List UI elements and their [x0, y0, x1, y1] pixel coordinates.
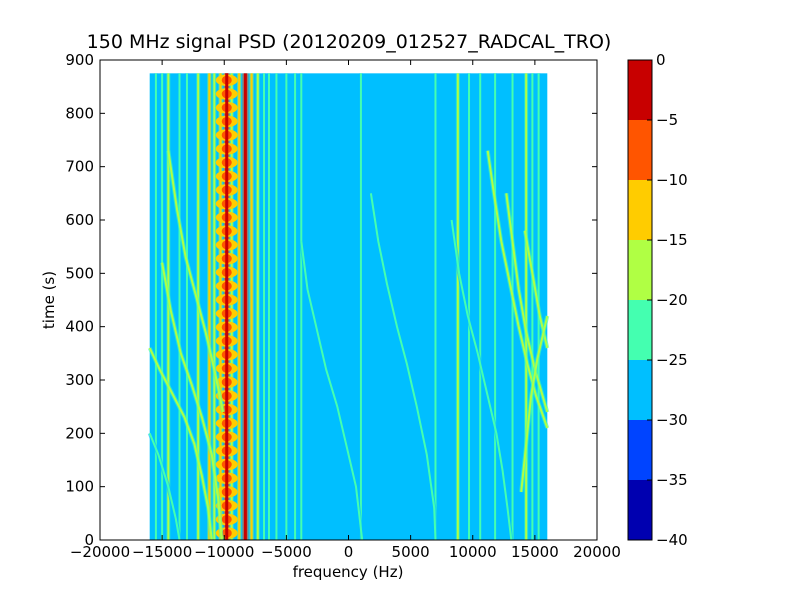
x-tick-label: 15000 — [511, 543, 559, 561]
doppler-trace — [520, 315, 549, 493]
doppler-trace — [300, 241, 364, 540]
carrier-line — [256, 73, 259, 540]
y-axis-label: time (s) — [40, 271, 58, 329]
x-tick-label: 0 — [344, 543, 354, 561]
carrier-line — [230, 73, 233, 540]
carrier-line — [250, 73, 253, 540]
colorbar-band — [628, 300, 652, 360]
colorbar-tick-label: −35 — [656, 471, 688, 489]
y-tick-label: 600 — [65, 211, 94, 229]
carrier-line — [434, 73, 437, 540]
colorbar-tick-label: −15 — [656, 231, 688, 249]
carrier-line — [267, 73, 270, 540]
carrier-line — [494, 73, 497, 540]
carrier-line — [300, 73, 303, 540]
doppler-trace — [161, 262, 223, 540]
colorbar-tick-label: −10 — [656, 171, 688, 189]
carrier-line — [219, 73, 222, 540]
doppler-trace — [148, 432, 181, 540]
doppler-trace — [450, 219, 513, 540]
colorbar-tick-label: −5 — [656, 111, 678, 129]
colorbar-band — [628, 420, 652, 480]
carrier-line — [456, 73, 459, 540]
y-tick-label: 100 — [65, 478, 94, 496]
x-tick-label: −5000 — [261, 543, 312, 561]
x-tick-label: 5000 — [392, 543, 430, 561]
carrier-line — [208, 73, 211, 540]
colorbar-band — [628, 180, 652, 240]
doppler-trace — [148, 347, 213, 540]
carrier-line — [263, 73, 266, 540]
carrier-line — [479, 73, 482, 540]
carrier-line — [185, 73, 188, 540]
y-tick-label: 0 — [84, 531, 94, 549]
y-tick-label: 400 — [65, 318, 94, 336]
x-tick-label: −20000 — [70, 543, 130, 561]
carrier-line — [178, 73, 181, 540]
carrier-line — [468, 73, 471, 540]
colorbar-band — [628, 120, 652, 180]
carrier-line — [525, 73, 528, 540]
carrier-line — [213, 73, 216, 540]
carrier-line — [275, 73, 278, 540]
carrier-line — [531, 73, 534, 540]
doppler-trace — [486, 150, 549, 429]
y-axis: 0 100 200 300 400 500 600 700 800 900 — [65, 51, 597, 549]
doppler-trace — [369, 193, 437, 540]
x-tick-label: 20000 — [573, 543, 621, 561]
colorbar-band — [628, 240, 652, 300]
y-tick-label: 500 — [65, 264, 94, 282]
x-axis: −20000 −15000 −10000 −5000 0 5000 10000 15000 20… — [70, 60, 621, 561]
carrier-peak-line — [225, 73, 229, 540]
spectrogram-plot-area — [147, 73, 550, 540]
y-tick-label: 200 — [65, 424, 94, 442]
carrier-line — [154, 73, 157, 540]
carrier-line — [511, 73, 514, 540]
x-tick-label: 10000 — [449, 543, 497, 561]
x-tick-label: −15000 — [132, 543, 192, 561]
carrier-line — [285, 73, 288, 540]
colorbar: −40 −35 −30 −25 −20 −15 −10 −5 0 — [627, 51, 688, 549]
doppler-trace — [167, 150, 224, 413]
x-axis-label: frequency (Hz) — [293, 563, 404, 581]
carrier-line — [294, 73, 297, 540]
carrier-line — [161, 73, 164, 540]
colorbar-tick-label: −25 — [656, 351, 688, 369]
x-tick-label: −10000 — [194, 543, 254, 561]
doppler-trace — [505, 193, 549, 413]
y-tick-label: 300 — [65, 371, 94, 389]
colorbar-tick-label: 0 — [656, 51, 666, 69]
carrier-line — [359, 73, 362, 540]
colorbar-tick-label: −40 — [656, 531, 688, 549]
y-tick-label: 800 — [65, 104, 94, 122]
colorbar-tick-label: −30 — [656, 411, 688, 429]
carrier-line — [243, 73, 247, 540]
y-tick-label: 700 — [65, 158, 94, 176]
colorbar-band — [628, 360, 652, 420]
colorbar-band — [628, 480, 652, 540]
carrier-line — [238, 73, 241, 540]
chart-title: 150 MHz signal PSD (20120209_012527_RADC… — [87, 31, 612, 53]
spectrogram-image — [147, 73, 550, 540]
colorbar-band — [628, 60, 652, 120]
y-tick-label: 900 — [65, 51, 94, 69]
colorbar-tick-label: −20 — [656, 291, 688, 309]
